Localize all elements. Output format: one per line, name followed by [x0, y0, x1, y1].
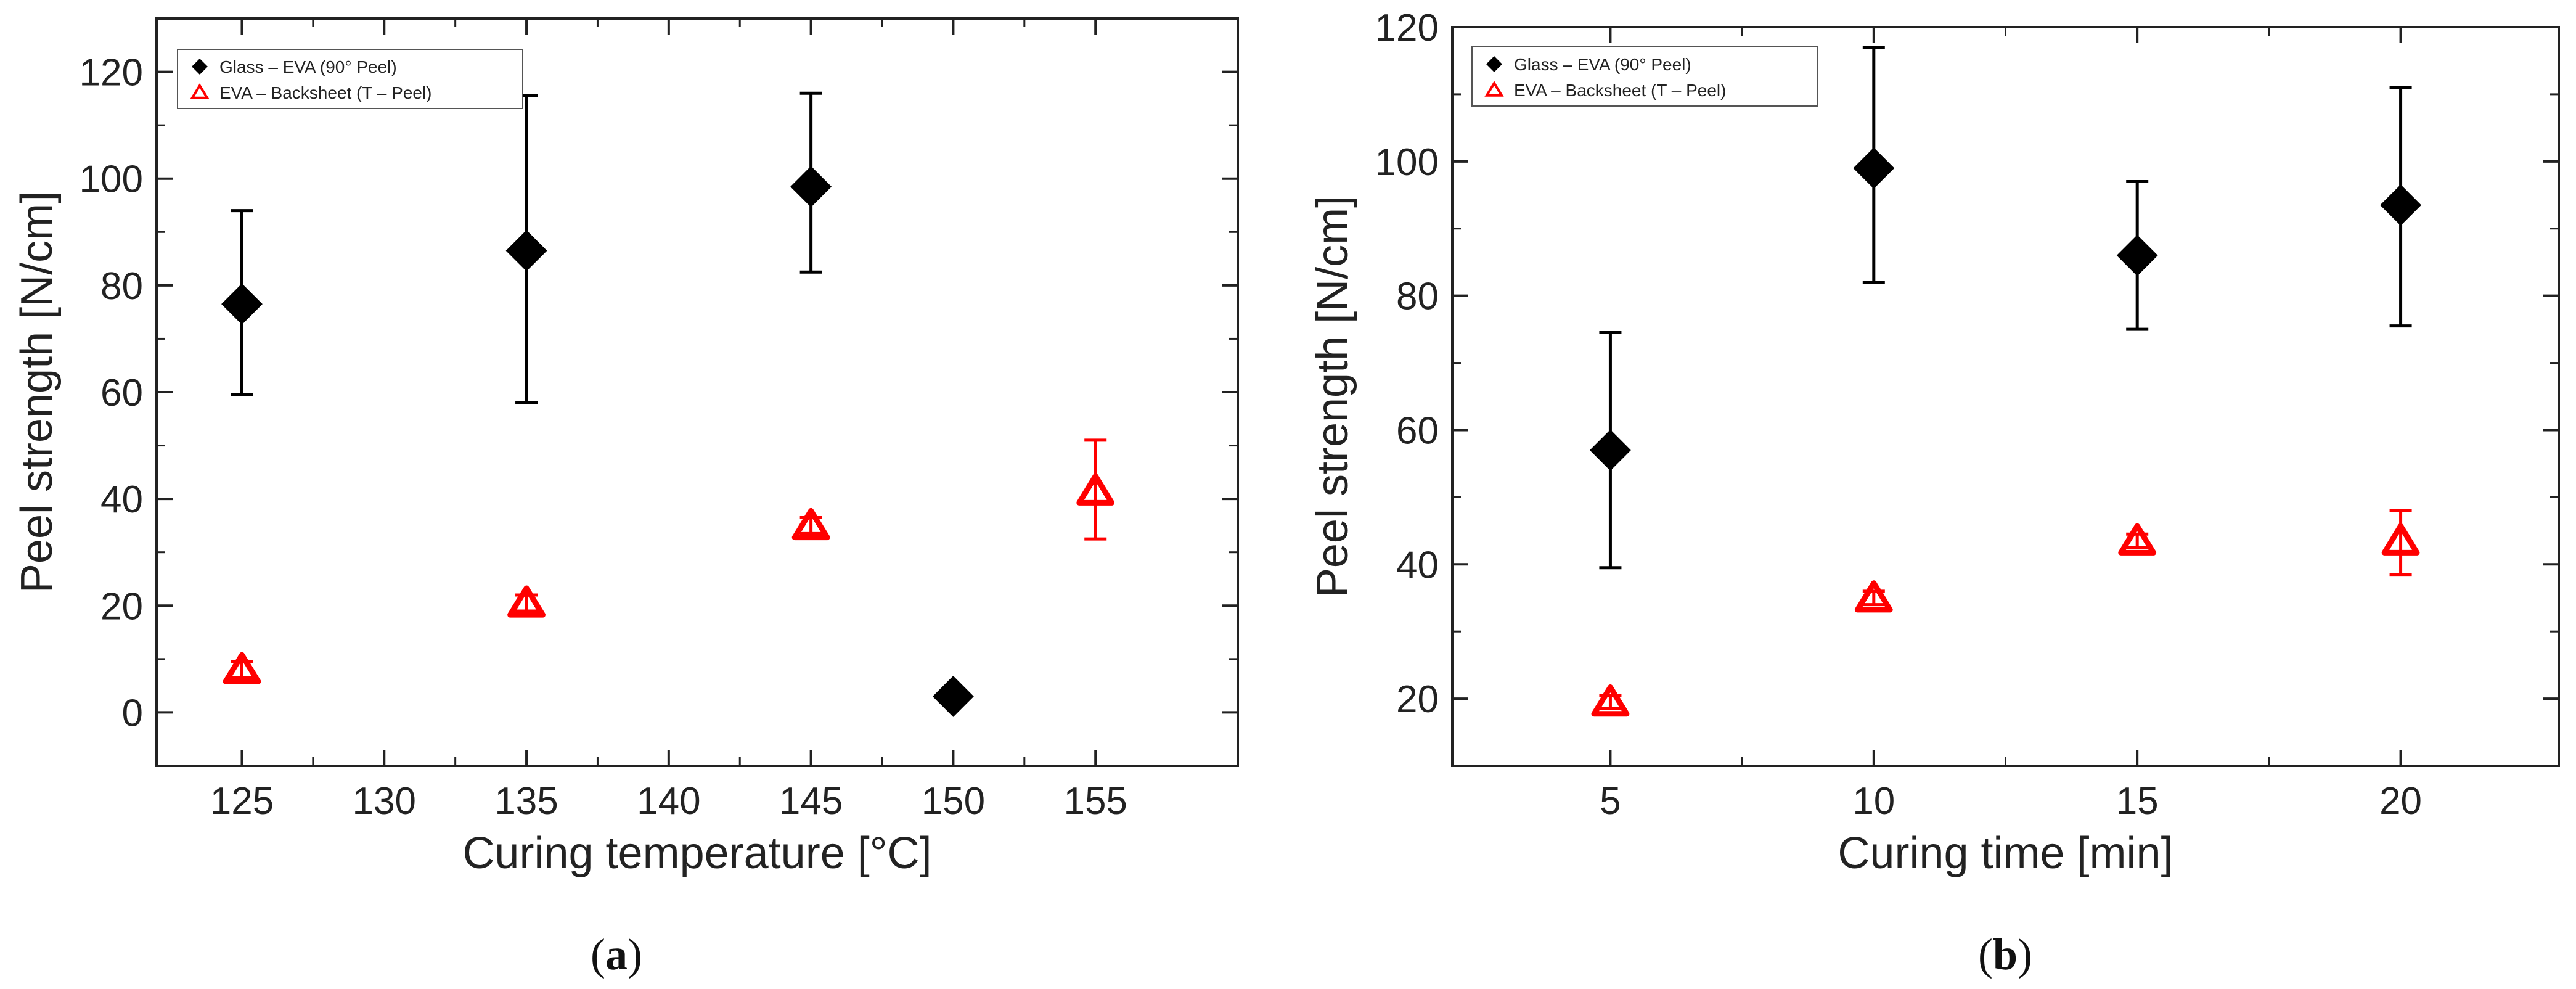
legend-label: Glass – EVA (90° Peel): [1514, 55, 1691, 74]
x-tick-label: 145: [779, 780, 843, 823]
y-tick-label: 120: [1375, 7, 1439, 49]
glass-eva-point: [1853, 147, 1895, 189]
x-axis-title: Curing temperature [°C]: [462, 829, 931, 878]
caption-paren-close: ): [2018, 930, 2032, 979]
eva-backsheet-point: [791, 507, 830, 541]
x-tick-label: 20: [2379, 780, 2422, 823]
y-tick-label: 100: [1375, 141, 1439, 184]
y-tick-label: 40: [100, 478, 143, 521]
panel-caption: (a): [591, 930, 642, 979]
glass-eva-point: [2380, 184, 2421, 226]
legend-label: EVA – Backsheet (T – Peel): [219, 83, 431, 102]
x-tick-label: 125: [210, 780, 274, 823]
plot-frame: [1451, 26, 2560, 767]
eva-backsheet-point: [2381, 523, 2420, 556]
caption-paren-close: ): [628, 930, 642, 979]
legend-label: Glass – EVA (90° Peel): [219, 57, 397, 76]
eva-backsheet-point: [223, 652, 261, 684]
glass-eva-point: [790, 166, 832, 208]
glass-eva-point: [505, 230, 547, 271]
legend-label: EVA – Backsheet (T – Peel): [1514, 81, 1726, 100]
y-tick-label: 80: [1396, 276, 1439, 318]
eva-backsheet-point: [1591, 684, 1630, 717]
eva-backsheet-point: [1076, 473, 1115, 506]
x-axis-title: Curing time [min]: [1838, 829, 2173, 878]
y-tick-label: 120: [80, 52, 143, 94]
caption-letter: a: [605, 930, 628, 979]
eva-backsheet-point: [2118, 523, 2157, 556]
glass-eva-point: [1590, 429, 1631, 471]
caption-paren-open: (: [591, 930, 605, 979]
panel-a: 125 130 135 140 145 150 155 0 20 40 60 80 100 120 Curi…: [12, 17, 1239, 979]
caption-paren-open: (: [1978, 930, 1993, 979]
x-tick-label: 155: [1063, 780, 1127, 823]
x-tick-label: 5: [1600, 780, 1621, 823]
y-axis-title: Peel strength [N/cm]: [12, 191, 62, 593]
y-tick-label: 0: [122, 692, 143, 734]
caption-letter: b: [1993, 930, 2018, 979]
y-tick-label: 20: [100, 585, 143, 628]
x-tick-label: 130: [353, 780, 416, 823]
x-tick-label: 10: [1852, 780, 1895, 823]
legend-marker-triangle: [190, 83, 210, 99]
x-tick-label: 15: [2116, 780, 2159, 823]
legend-box: [1471, 46, 1818, 107]
y-tick-label: 40: [1396, 544, 1439, 586]
eva-backsheet-point: [507, 585, 546, 618]
legend-marker-diamond: [192, 59, 208, 75]
plot-frame: [155, 17, 1239, 767]
x-tick-label: 135: [494, 780, 558, 823]
y-axis-title: Peel strength [N/cm]: [1308, 195, 1357, 597]
glass-eva-point: [221, 283, 263, 325]
legend-marker-diamond: [1486, 56, 1502, 72]
y-tick-label: 60: [1396, 409, 1439, 452]
panel-b: 5 10 15 20 20 40 60 80 100 120 Curing time [min] Pe…: [1308, 7, 2560, 979]
x-tick-label: 140: [637, 780, 700, 823]
y-tick-label: 80: [100, 265, 143, 308]
x-tick-label: 150: [922, 780, 985, 823]
y-tick-label: 20: [1396, 678, 1439, 721]
panel-caption: (b): [1978, 930, 2032, 979]
legend-marker-triangle: [1484, 81, 1504, 97]
glass-eva-point: [2116, 234, 2158, 276]
eva-backsheet-point: [1854, 580, 1893, 613]
y-tick-label: 60: [100, 372, 143, 414]
y-tick-label: 100: [80, 158, 143, 201]
legend-box: [177, 49, 523, 109]
glass-eva-point: [933, 676, 974, 717]
